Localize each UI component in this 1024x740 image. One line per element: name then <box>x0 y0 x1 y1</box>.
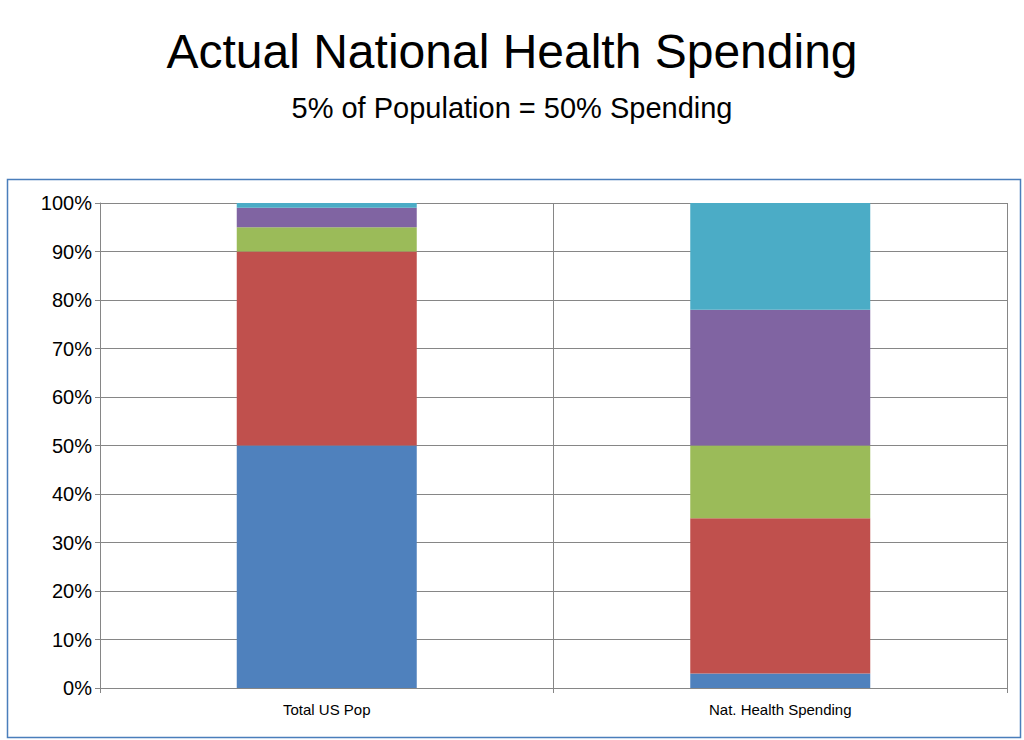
svg-text:50%: 50% <box>52 435 92 457</box>
svg-text:Actual National Health Spendin: Actual National Health Spending <box>166 25 857 78</box>
svg-text:5% of Population = 50% Spendin: 5% of Population = 50% Spending <box>292 92 733 124</box>
svg-text:100%: 100% <box>41 192 92 214</box>
svg-text:10%: 10% <box>52 629 92 651</box>
svg-text:70%: 70% <box>52 338 92 360</box>
svg-text:30%: 30% <box>52 532 92 554</box>
svg-text:Total US Pop: Total US Pop <box>283 701 371 718</box>
svg-text:80%: 80% <box>52 289 92 311</box>
svg-text:Nat. Health Spending: Nat. Health Spending <box>709 701 852 718</box>
svg-text:60%: 60% <box>52 386 92 408</box>
svg-text:20%: 20% <box>52 580 92 602</box>
svg-text:0%: 0% <box>63 677 92 699</box>
svg-text:40%: 40% <box>52 483 92 505</box>
svg-text:90%: 90% <box>52 241 92 263</box>
